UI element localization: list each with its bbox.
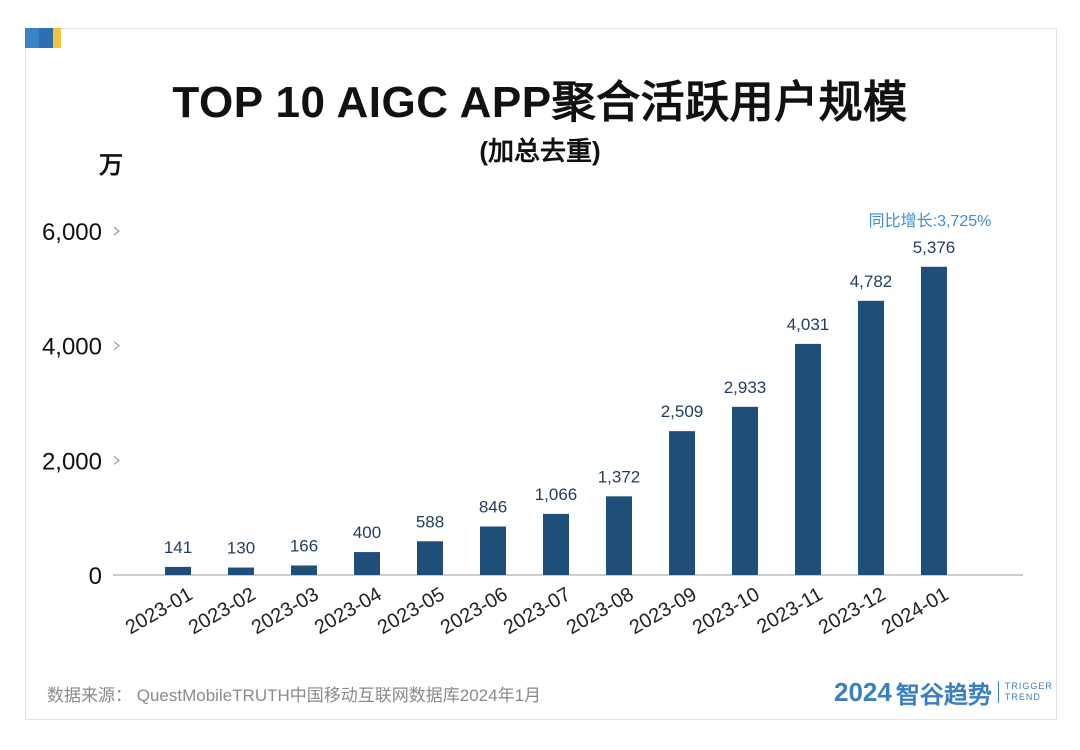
bar-value-label: 130 <box>227 539 255 558</box>
bar-value-label: 2,509 <box>661 402 704 421</box>
bar-value-label: 4,031 <box>787 315 830 334</box>
bar <box>921 266 947 575</box>
bar-value-label: 4,782 <box>850 272 893 291</box>
x-tick-label: 2023-08 <box>563 583 638 639</box>
brand-year: 2024 <box>834 676 892 707</box>
y-tick-label: 4,000 <box>42 334 102 361</box>
bar-value-label: 846 <box>479 497 507 516</box>
brand-separator <box>997 681 999 703</box>
bar-value-label: 400 <box>353 523 381 542</box>
bar <box>480 526 506 575</box>
x-tick-label: 2023-07 <box>500 583 575 639</box>
bar-value-label: 5,376 <box>913 238 956 257</box>
bar <box>543 513 569 575</box>
x-tick-label: 2024-01 <box>878 583 953 639</box>
bar-value-label: 166 <box>290 536 318 555</box>
x-tick-label: 2023-02 <box>185 583 260 639</box>
bar <box>228 567 254 575</box>
brand-logo: 2024 智谷趋势 TRIGGER TREND <box>834 676 1053 709</box>
x-tick-label: 2023-12 <box>815 583 890 639</box>
x-tick-label: 2023-01 <box>122 583 197 639</box>
x-tick-label: 2023-11 <box>753 583 826 638</box>
bar <box>165 566 191 575</box>
x-tick-label: 2023-09 <box>626 583 701 639</box>
bar-value-label: 1,372 <box>598 467 641 486</box>
bar <box>417 541 443 575</box>
bar <box>732 406 758 575</box>
y-tick-label: 2,000 <box>42 448 102 475</box>
x-tick-label: 2023-04 <box>311 583 386 639</box>
bar-value-label: 1,066 <box>535 485 578 504</box>
y-axis-unit: 万 <box>99 152 123 179</box>
x-tick-label: 2023-03 <box>248 583 323 639</box>
x-tick-label: 2023-06 <box>437 583 512 639</box>
bar-value-label: 588 <box>416 512 444 531</box>
bar-value-label: 2,933 <box>724 378 767 397</box>
bar-value-label: 141 <box>164 538 192 557</box>
chart-subtitle: (加总去重) <box>479 136 601 166</box>
bar <box>795 343 821 575</box>
x-tick-label: 2023-10 <box>689 583 764 639</box>
bar <box>291 565 317 575</box>
bar <box>858 300 884 575</box>
y-tick-label: 0 <box>89 563 102 590</box>
data-source-note: 数据来源： QuestMobileTRUTH中国移动互联网数据库2024年1月 <box>47 686 542 705</box>
brand-name: 智谷趋势 <box>895 681 992 709</box>
chart-title: TOP 10 AIGC APP聚合活跃用户规模 <box>172 78 908 127</box>
brand-english: TRIGGER TREND <box>1005 681 1053 703</box>
y-tick-mark <box>113 341 120 351</box>
brand-english-line2: TREND <box>1004 692 1041 702</box>
bar <box>606 496 632 575</box>
bar <box>354 552 380 575</box>
y-tick-label: 6,000 <box>42 219 102 246</box>
x-tick-label: 2023-05 <box>374 583 449 639</box>
chart-card <box>25 28 1057 720</box>
y-tick-mark <box>113 455 120 465</box>
brand-english-line1: TRIGGER <box>1004 681 1053 691</box>
y-tick-mark <box>113 226 120 236</box>
bar <box>669 431 695 575</box>
corner-badge <box>25 28 61 48</box>
growth-annotation: 同比增长:3,725% <box>869 212 992 230</box>
